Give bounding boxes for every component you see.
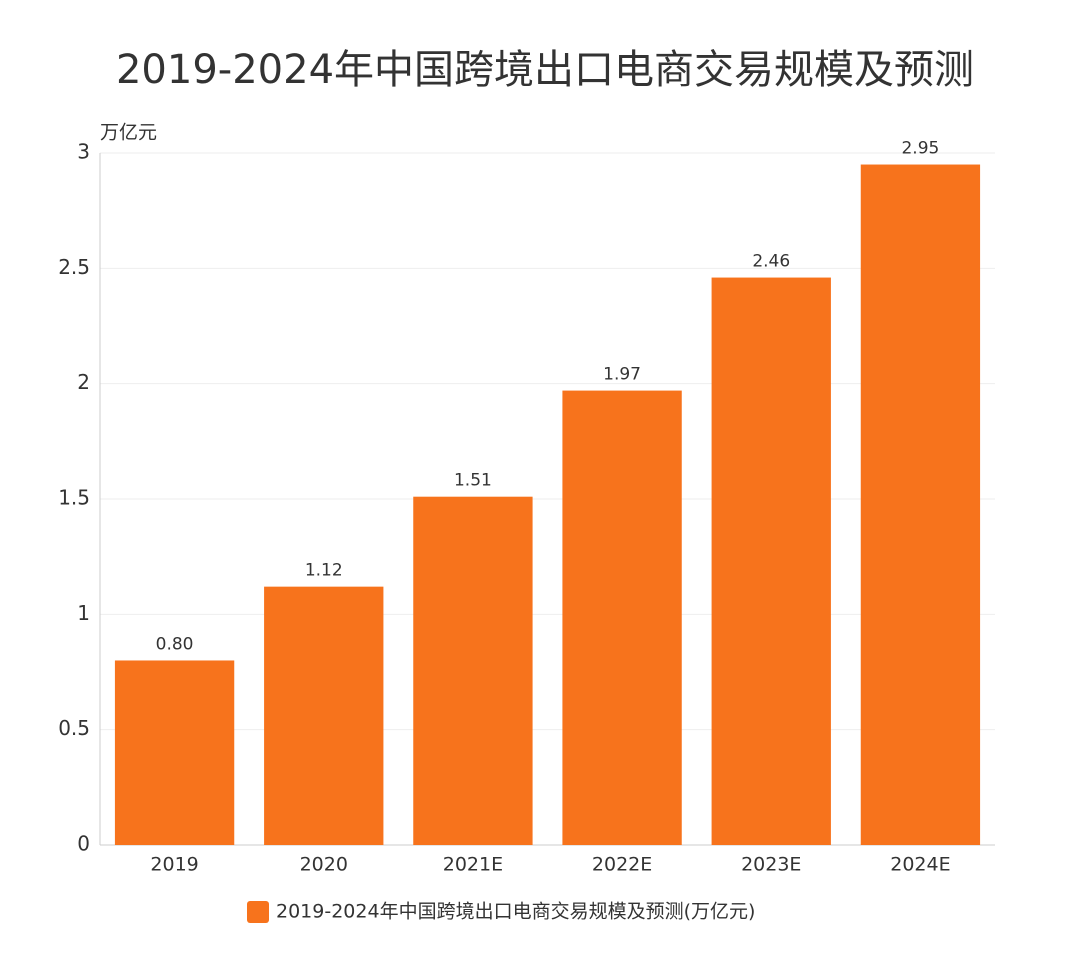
value-label: 1.97 <box>603 365 641 385</box>
value-label: 1.51 <box>454 471 492 491</box>
bar <box>413 496 533 845</box>
value-label: 2.95 <box>901 139 939 159</box>
bar <box>264 586 384 845</box>
bar <box>562 390 682 845</box>
legend-label: 2019-2024年中国跨境出口电商交易规模及预测(万亿元) <box>276 901 755 923</box>
bar <box>114 660 235 845</box>
y-tick-label: 2.5 <box>58 255 90 279</box>
x-tick-label: 2022E <box>592 854 652 876</box>
value-label: 2.46 <box>752 252 790 272</box>
legend-swatch <box>247 901 269 923</box>
y-tick-label: 1 <box>77 601 90 625</box>
x-tick-label: 2020 <box>300 854 348 876</box>
y-tick-label: 0.5 <box>58 716 90 740</box>
x-tick-label: 2021E <box>443 854 503 876</box>
x-tick-label: 2024E <box>890 854 950 876</box>
value-label: 0.80 <box>156 634 194 654</box>
y-tick-label: 1.5 <box>58 486 90 510</box>
y-axis-label: 万亿元 <box>100 122 157 144</box>
bar <box>711 277 831 845</box>
y-tick-label: 2 <box>77 370 90 394</box>
chart-title: 2019-2024年中国跨境出口电商交易规模及预测 <box>116 47 974 93</box>
bar <box>860 164 981 846</box>
y-tick-label: 0 <box>77 832 90 856</box>
x-tick-label: 2019 <box>150 854 198 876</box>
y-tick-label: 3 <box>77 140 90 164</box>
value-label: 1.12 <box>305 561 343 581</box>
x-tick-label: 2023E <box>741 854 801 876</box>
